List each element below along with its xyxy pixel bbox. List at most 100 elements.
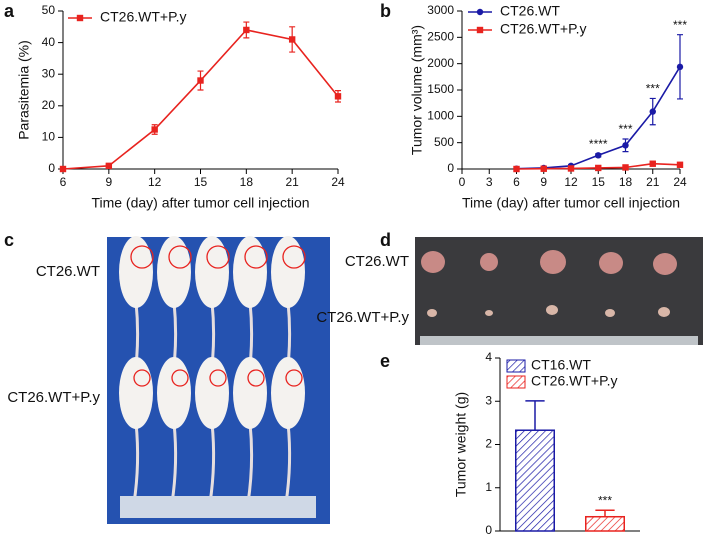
- y-axis-label: Tumor weight (g): [453, 392, 469, 497]
- annotation: ***: [673, 18, 687, 32]
- tumor: [480, 253, 498, 271]
- data-point: [105, 162, 113, 170]
- legend-label: CT26.WT: [500, 3, 560, 19]
- x-tick-label: 21: [646, 175, 660, 189]
- panel-letter: a: [4, 1, 15, 21]
- mouse-tail: [284, 422, 292, 504]
- mice: [119, 236, 306, 504]
- photo-c: [107, 236, 330, 524]
- mouse: [195, 236, 229, 308]
- x-axis-label: Time (day) after tumor cell injection: [462, 195, 680, 211]
- x-tick-label: 0: [459, 175, 466, 189]
- legend-label: CT26.WT+P.y: [100, 9, 187, 25]
- annotation: ****: [589, 137, 608, 151]
- tumor: [546, 305, 558, 315]
- x-tick-label: 18: [619, 175, 633, 189]
- tumor-circle: [206, 245, 230, 269]
- mouse: [119, 236, 153, 308]
- data-point: [676, 161, 684, 168]
- ruler: [120, 496, 316, 518]
- y-tick-label: 500: [434, 135, 454, 149]
- photo-label: CT26.WT+P.y: [316, 309, 409, 326]
- x-tick-label: 15: [592, 175, 606, 189]
- mouse: [157, 236, 191, 308]
- y-tick-label: 2500: [427, 30, 454, 44]
- legend-label: CT26.WT+P.y: [531, 373, 618, 389]
- panel-letter: d: [380, 230, 391, 250]
- x-tick-label: 6: [60, 175, 67, 189]
- legend-marker: [476, 8, 484, 16]
- x-tick-label: 3: [486, 175, 493, 189]
- x-tick-label: 9: [105, 175, 112, 189]
- data-point: [567, 165, 575, 172]
- photo-d: [415, 237, 703, 345]
- y-tick-label: 50: [42, 3, 56, 17]
- tumor-circle: [209, 369, 227, 387]
- x-tick-label: 12: [148, 175, 162, 189]
- x-tick-label: 24: [673, 175, 687, 189]
- legend-label: CT26.WT+P.y: [500, 21, 587, 37]
- mouse: [157, 357, 191, 429]
- data-point: [243, 26, 250, 34]
- data-point: [513, 165, 520, 173]
- y-tick-label: 2000: [427, 56, 454, 70]
- panel-letter: e: [380, 351, 390, 371]
- panel-letter: b: [380, 1, 391, 21]
- data-point: [197, 77, 204, 84]
- data-point: [288, 36, 296, 43]
- y-tick-label: 20: [42, 98, 56, 112]
- x-tick-label: 21: [285, 175, 299, 189]
- mouse: [119, 357, 153, 429]
- tumor-circle: [171, 369, 189, 387]
- annotation: ***: [618, 122, 632, 136]
- photo-label: CT26.WT+P.y: [7, 389, 100, 406]
- tumors: [421, 250, 677, 317]
- y-tick-label: 3000: [427, 3, 454, 17]
- x-tick-label: 15: [194, 175, 208, 189]
- data-point: [334, 93, 342, 100]
- data-line: [62, 29, 339, 170]
- x-tick-label: 6: [513, 175, 520, 189]
- y-tick-label: 3: [485, 393, 492, 407]
- annotation: ***: [646, 82, 660, 96]
- data-point: [676, 63, 684, 71]
- photo-label: CT26.WT: [36, 263, 100, 280]
- y-tick-label: 40: [42, 35, 56, 49]
- tumor-circle: [244, 245, 268, 269]
- tumor-circle: [130, 245, 154, 269]
- y-tick-label: 2: [485, 437, 492, 451]
- data-point: [622, 142, 629, 149]
- legend-label: CT16.WT: [531, 357, 591, 373]
- mouse-tail: [246, 422, 254, 504]
- legend-marker: [76, 14, 84, 22]
- legend-swatch: [506, 375, 526, 389]
- photo-label: CT26.WT: [345, 253, 409, 270]
- data-point: [622, 164, 629, 171]
- data-point: [649, 160, 656, 167]
- mouse: [233, 236, 267, 308]
- y-tick-label: 1: [485, 480, 492, 494]
- mouse-tail: [208, 422, 216, 504]
- tumor: [599, 252, 623, 274]
- y-tick-label: 0: [48, 161, 55, 175]
- legend-swatch: [506, 359, 526, 373]
- mouse: [233, 357, 267, 429]
- tumor: [653, 253, 677, 275]
- x-tick-label: 24: [331, 175, 345, 189]
- data-point: [649, 108, 656, 115]
- mouse: [271, 357, 305, 429]
- mouse-tail: [132, 422, 140, 504]
- tumor-circle: [285, 369, 303, 387]
- data-point: [595, 164, 602, 172]
- tumor-circle: [247, 369, 265, 387]
- tumor: [605, 309, 615, 317]
- y-axis-label: Tumor volume (mm³): [409, 25, 425, 155]
- bar: [515, 429, 555, 532]
- x-axis-label: Time (day) after tumor cell injection: [91, 195, 309, 211]
- data-point: [151, 126, 158, 133]
- data-point: [540, 165, 547, 172]
- annotation: ***: [598, 493, 612, 507]
